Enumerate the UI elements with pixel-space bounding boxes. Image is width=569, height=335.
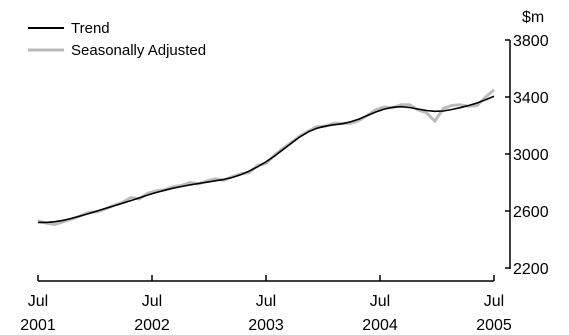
y-tick-label: 2600 xyxy=(513,204,549,221)
x-tick-month-label: Jul xyxy=(256,293,276,310)
x-tick-year-label: 2005 xyxy=(476,317,512,334)
x-tick-year-label: 2003 xyxy=(248,317,284,334)
x-tick-year-label: 2002 xyxy=(134,317,170,334)
y-tick-label: 3400 xyxy=(513,90,549,107)
series-line-trend xyxy=(38,95,495,224)
x-tick-month-label: Jul xyxy=(142,293,162,310)
x-tick-month-label: Jul xyxy=(28,293,48,310)
x-tick-year-label: 2004 xyxy=(362,317,398,334)
series-layer xyxy=(37,88,495,226)
x-axis-ticks: Jul 2001 Jul 2002 Jul 2003 Jul 2004 Jul 2005 xyxy=(20,275,512,334)
x-tick-year-label: 2001 xyxy=(20,317,56,334)
y-axis-unit-label: $m xyxy=(522,9,544,26)
y-axis-ticks: 3800 3400 3000 2600 2200 xyxy=(505,33,549,278)
y-tick-label: 3800 xyxy=(513,33,549,50)
legend-label-trend: Trend xyxy=(71,20,110,37)
y-tick-label: 2200 xyxy=(513,261,549,278)
legend-label-seasonally-adjusted: Seasonally Adjusted xyxy=(71,42,206,59)
x-tick-month-label: Jul xyxy=(370,293,390,310)
x-tick-month-label: Jul xyxy=(484,293,504,310)
y-tick-label: 3000 xyxy=(513,147,549,164)
legend: Trend Seasonally Adjusted xyxy=(28,20,206,59)
